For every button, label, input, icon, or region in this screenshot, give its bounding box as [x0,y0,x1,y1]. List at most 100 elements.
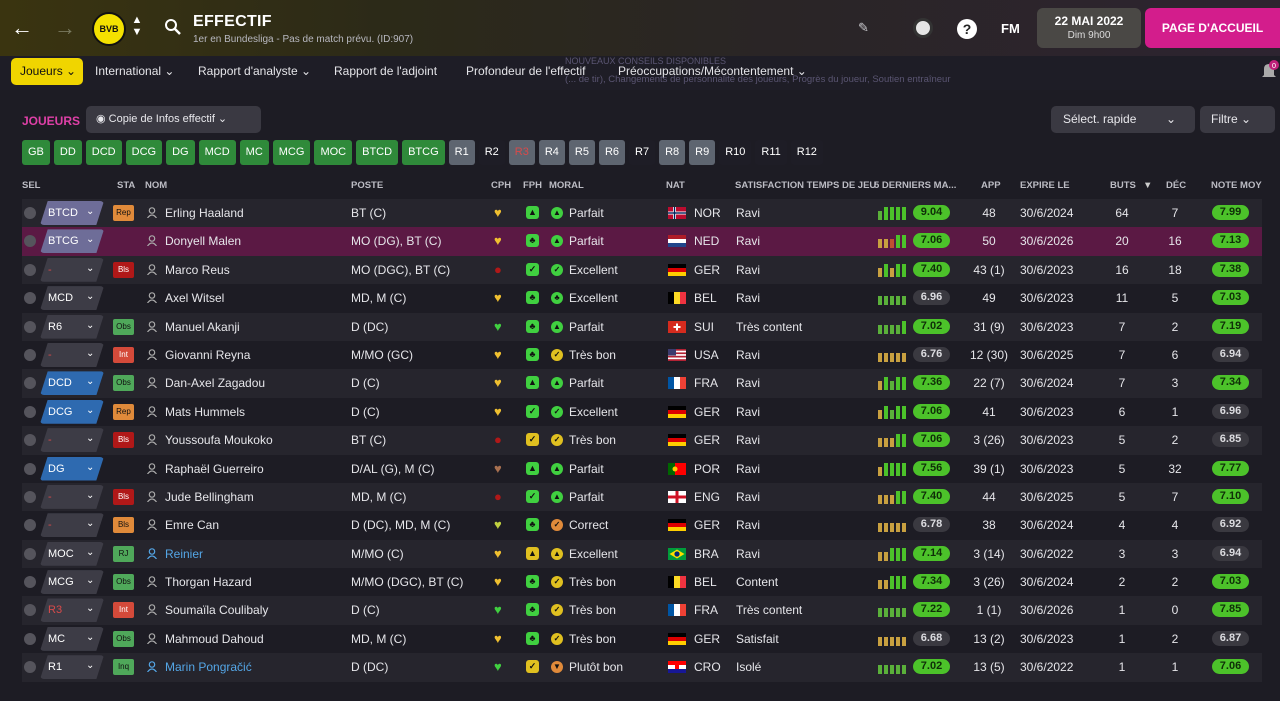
player-profile-icon[interactable] [147,547,157,559]
col-cph[interactable]: CPH [491,180,512,191]
player-profile-icon[interactable] [147,235,157,247]
chevron-down-icon[interactable]: ⌄ [86,347,95,359]
help-icon[interactable]: ? [957,19,977,39]
table-row[interactable]: R1 ⌄ Inq Marin Pongračić D (DC) ♥ ✓ ▼ Plutôt bon… [22,653,1262,682]
player-profile-icon[interactable] [147,349,157,360]
position-chip[interactable]: MC [239,140,269,165]
player-name[interactable]: Mats Hummels [165,404,246,419]
position-selector[interactable]: DG [40,456,104,481]
chevron-down-icon[interactable]: ⌄ [86,433,95,445]
select-checkbox[interactable] [24,632,36,645]
position-selector[interactable]: MC [40,626,104,651]
position-chip[interactable]: MCD [198,140,236,165]
fm-logo[interactable]: FM [1001,21,1020,36]
position-selector[interactable]: MOC [40,541,104,566]
position-selector[interactable]: MCG [40,570,104,595]
position-chip[interactable]: GB [22,140,50,165]
position-selector[interactable]: DCG [40,399,104,424]
table-row[interactable]: - ⌄ Bls Marco Reus MO (DGC), BT (C) ● ✓ ✓ Excell… [22,255,1262,285]
menu-international[interactable]: International ⌄ [95,64,175,78]
position-selector[interactable]: BTCG [40,229,104,254]
player-profile-icon[interactable] [147,207,157,218]
select-checkbox[interactable] [24,434,36,447]
chevron-down-icon[interactable]: ⌄ [86,489,95,501]
position-chip[interactable]: R6 [598,140,625,165]
table-row[interactable]: - ⌄ Bls Jude Bellingham MD, M (C) ● ✓ ▲ Parfait E… [22,482,1262,512]
position-selector[interactable]: MCD [40,286,104,311]
select-checkbox[interactable] [24,576,36,589]
table-row[interactable]: - ⌄ Bls Youssoufa Moukoko BT (C) ● ✓ ✓ Très bon G… [22,426,1262,455]
position-chip[interactable]: R8 [659,140,686,165]
table-row[interactable]: - ⌄ Int Giovanni Reyna M/MO (GC) ♥ ♣ ✓ Très bon U… [22,341,1262,369]
copy-squad-info-button[interactable]: ◉ Copie de Infos effectif ⌄ [86,106,261,133]
position-chip[interactable]: DG [166,140,195,165]
player-name[interactable]: Jude Bellingham [165,489,254,504]
player-profile-icon[interactable] [147,633,157,644]
table-row[interactable]: - ⌄ Bls Emre Can D (DC), MD, M (C) ♥ ♣ ✓ Correct… [22,511,1262,539]
player-name[interactable]: Donyell Malen [165,234,242,249]
position-selector[interactable]: - [40,257,104,282]
menu-concerns[interactable]: Préoccupations/Mécontentement ⌄ [618,64,807,78]
player-name[interactable]: Manuel Akanji [165,319,240,334]
position-selector[interactable]: R1 [40,655,104,680]
select-checkbox[interactable] [24,207,36,219]
position-chip[interactable]: DCD [85,140,122,165]
player-name[interactable]: Thorgan Hazard [165,575,252,590]
sort-desc-icon[interactable]: ▼ [1143,180,1153,191]
player-name[interactable]: Emre Can [165,518,220,533]
position-selector[interactable]: R6 [40,314,104,339]
col-nom[interactable]: NOM [145,180,168,191]
player-profile-icon[interactable] [147,576,157,588]
position-selector[interactable]: - [40,484,104,509]
player-name[interactable]: Axel Witsel [165,291,225,306]
col-poste[interactable]: POSTE [351,180,384,191]
col-dec[interactable]: DÉC [1166,180,1187,191]
table-row[interactable]: R6 ⌄ Obs Manuel Akanji D (DC) ♥ ♣ ▲ Parfait SUI Tr… [22,312,1262,341]
menu-scout-report[interactable]: Rapport d'analyste ⌄ [198,64,312,78]
table-row[interactable]: DCG ⌄ Rep Mats Hummels D (C) ♥ ✓ ✓ Excellent GER R… [22,398,1262,426]
quick-select-button[interactable]: Sélect. rapide ⌄ [1051,106,1195,133]
select-checkbox[interactable] [24,661,36,674]
select-checkbox[interactable] [24,377,36,390]
select-checkbox[interactable] [24,519,36,532]
select-checkbox[interactable] [24,405,36,418]
select-checkbox[interactable] [24,462,36,475]
team-switch-icon[interactable]: ▲ ▼ [131,14,143,38]
player-profile-icon[interactable] [147,462,157,474]
position-chip[interactable]: R2 [478,140,505,165]
player-profile-icon[interactable] [147,434,157,446]
table-row[interactable]: BTCG ⌄ Donyell Malen MO (DG), BT (C) ♥ ♣ ▲ Parf… [22,227,1262,256]
select-checkbox[interactable] [24,292,36,305]
position-chip[interactable]: R9 [689,140,716,165]
chevron-down-icon[interactable]: ⌄ [86,291,95,303]
chevron-down-icon[interactable]: ⌄ [86,603,95,615]
chevron-down-icon[interactable]: ⌄ [86,376,95,388]
select-checkbox[interactable] [24,348,36,361]
player-profile-icon[interactable] [147,263,157,275]
player-profile-icon[interactable] [147,320,157,332]
table-row[interactable]: R3 ⌄ Int Soumaïla Coulibaly D (C) ♥ ♣ ✓ Très bon… [22,596,1262,625]
player-profile-icon[interactable] [147,292,157,304]
col-sel[interactable]: SEL [22,180,41,191]
col-app[interactable]: APP [981,180,1001,191]
position-chip[interactable]: R10 [719,140,752,165]
position-chip[interactable]: R11 [755,140,787,165]
select-checkbox[interactable] [24,604,36,617]
col-last5[interactable]: 5 DERNIERS MA... [874,180,957,191]
col-sta[interactable]: STA [117,180,136,191]
position-chip[interactable]: R3 [508,140,535,165]
menu-players[interactable]: Joueurs ⌄ [11,58,83,85]
position-selector[interactable]: BTCD [40,201,104,225]
search-icon[interactable] [164,18,182,36]
position-chip[interactable]: BTCD [356,140,399,165]
select-checkbox[interactable] [24,490,36,503]
player-name[interactable]: Mahmoud Dahoud [165,631,264,646]
col-fph[interactable]: FPH [523,180,542,191]
table-row[interactable]: MOC ⌄ RJ Reinier M/MO (C) ♥ ▲ ▲ Excellent BRA Ravi… [22,539,1262,569]
position-chip[interactable]: DD [53,140,82,165]
table-row[interactable]: MC ⌄ Obs Mahmoud Dahoud MD, M (C) ♥ ♣ ✓ Très bon… [22,625,1262,653]
chevron-down-icon[interactable]: ⌄ [86,660,95,672]
chevron-down-icon[interactable]: ⌄ [86,631,95,643]
col-nat[interactable]: NAT [666,180,685,191]
position-chip[interactable]: BTCG [402,140,445,165]
